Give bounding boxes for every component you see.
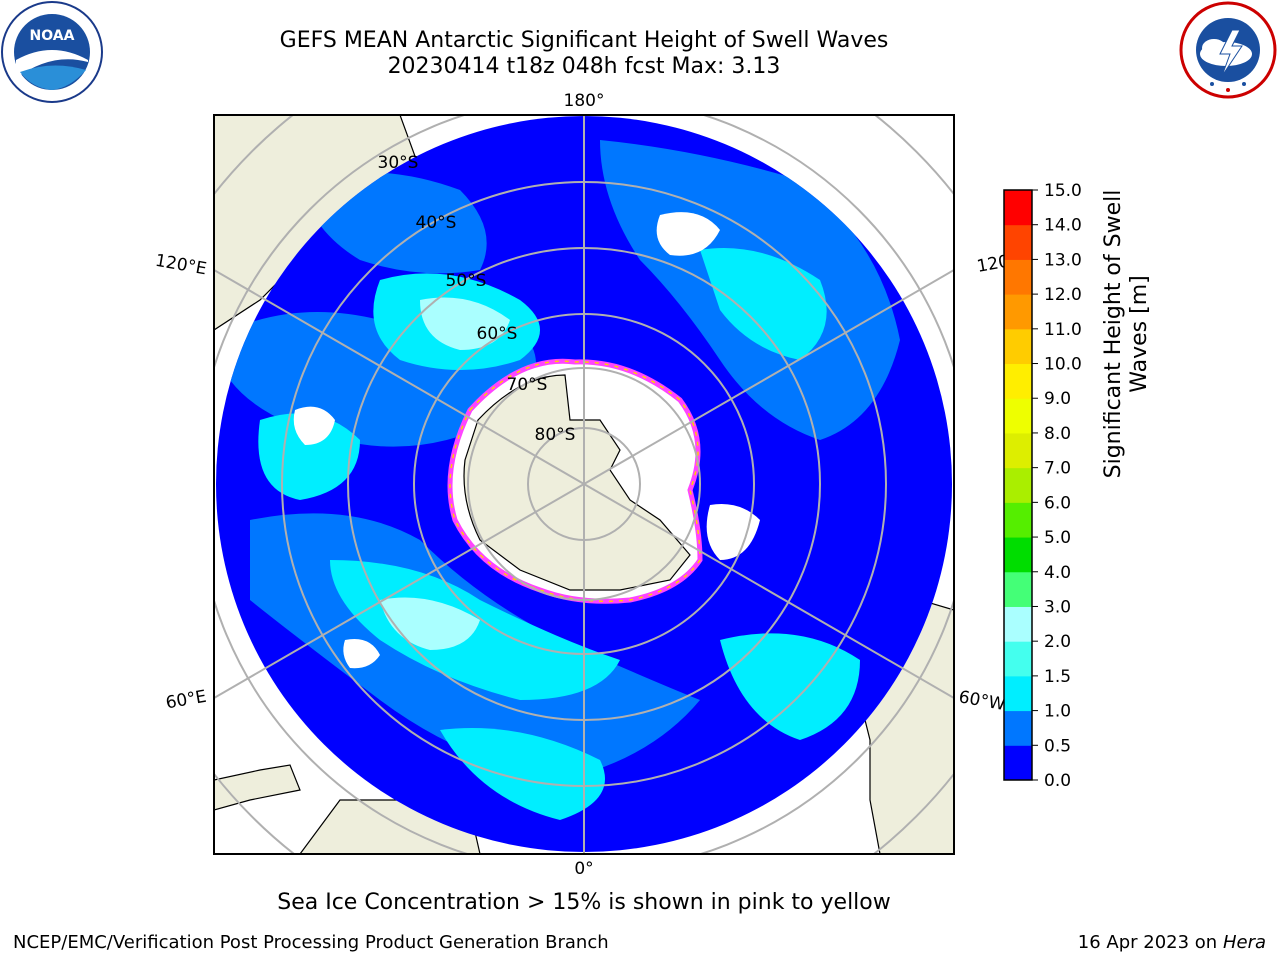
lon-label-180: 180° [564,91,605,111]
colorbar-tick-label: 0.5 [1044,736,1071,756]
lon-label-60e: 60°E [164,687,208,714]
colorbar-segment [1004,675,1032,712]
graticule [214,115,954,854]
colorbar-tick-label: 15.0 [1044,181,1082,201]
nws-logo [1176,0,1280,100]
colorbar-frame [1003,189,1033,781]
footer-date: 16 Apr 2023 on Hera [1078,932,1266,953]
colorbar-tick-label: 10.0 [1044,355,1082,375]
colorbar-tick-label: 13.0 [1044,250,1082,270]
colorbar-segment [1004,571,1032,607]
colorbar-tick-label: 14.0 [1044,216,1082,236]
colorbar-segment [1004,190,1032,226]
lat-label-50s: 50°S [446,271,487,291]
lon-label-60w: 60°W [957,687,1007,715]
colorbar-segment [1004,606,1032,642]
colorbar-tick-label: 12.0 [1044,285,1082,305]
colorbar-tick-label: 4.0 [1044,563,1071,583]
colorbar: 15.0 14.0 13.0 12.0 11.0 10.0 9.0 8.0 7.0 6.0 5.0 4… [1003,181,1082,791]
chart-subtitle: 20230414 t18z 048h fcst Max: 3.13 [387,54,781,79]
footer-host: Hera [1222,932,1266,953]
colorbar-segment [1004,710,1032,746]
colorbar-tick-label: 3.0 [1044,597,1071,617]
colorbar-segment [1004,745,1032,781]
colorbar-tick-label: 2.0 [1044,632,1071,652]
colorbar-segment [1004,432,1032,469]
lat-label-40s: 40°S [416,213,457,233]
lat-label-60s: 60°S [477,324,518,344]
colorbar-segment [1004,224,1032,260]
noaa-logo: NOAA [0,0,104,104]
colorbar-segment [1004,259,1032,295]
lat-label-70s: 70°S [507,375,548,395]
colorbar-tick-label: 1.0 [1044,702,1071,722]
colorbar-segment [1004,398,1032,434]
colorbar-segment [1004,328,1032,365]
footer-credit: NCEP/EMC/Verification Post Processing Pr… [13,932,609,953]
colorbar-segment [1004,537,1032,573]
colorbar-segment [1004,502,1032,538]
colorbar-tick-label: 6.0 [1044,493,1071,513]
lon-label-120e: 120°E [154,251,208,280]
colorbar-tick-label: 9.0 [1044,389,1071,409]
colorbar-tick-label: 8.0 [1044,424,1071,444]
lat-label-30s: 30°S [378,153,419,173]
chart-title: GEFS MEAN Antarctic Significant Height o… [279,28,889,53]
sea-ice-caption: Sea Ice Concentration > 15% is shown in … [277,890,891,915]
map-frame [213,114,955,855]
colorbar-title: Significant Height of Swell Waves [m] [1101,189,1152,479]
colorbar-tick-label: 1.5 [1044,667,1071,687]
colorbar-tick-label: 11.0 [1044,320,1082,340]
lon-label-0: 0° [574,859,593,879]
colorbar-tick-label: 0.0 [1044,771,1071,791]
colorbar-tick-label: 5.0 [1044,528,1071,548]
footer-date-text: 16 Apr 2023 on [1077,932,1223,953]
lat-label-80s: 80°S [535,425,576,445]
colorbar-segment [1004,363,1032,399]
colorbar-tick-label: 7.0 [1044,459,1071,479]
noaa-logo-text: NOAA [30,28,75,44]
colorbar-segment [1004,641,1032,677]
colorbar-segment [1004,294,1032,330]
colorbar-segment [1004,467,1032,503]
